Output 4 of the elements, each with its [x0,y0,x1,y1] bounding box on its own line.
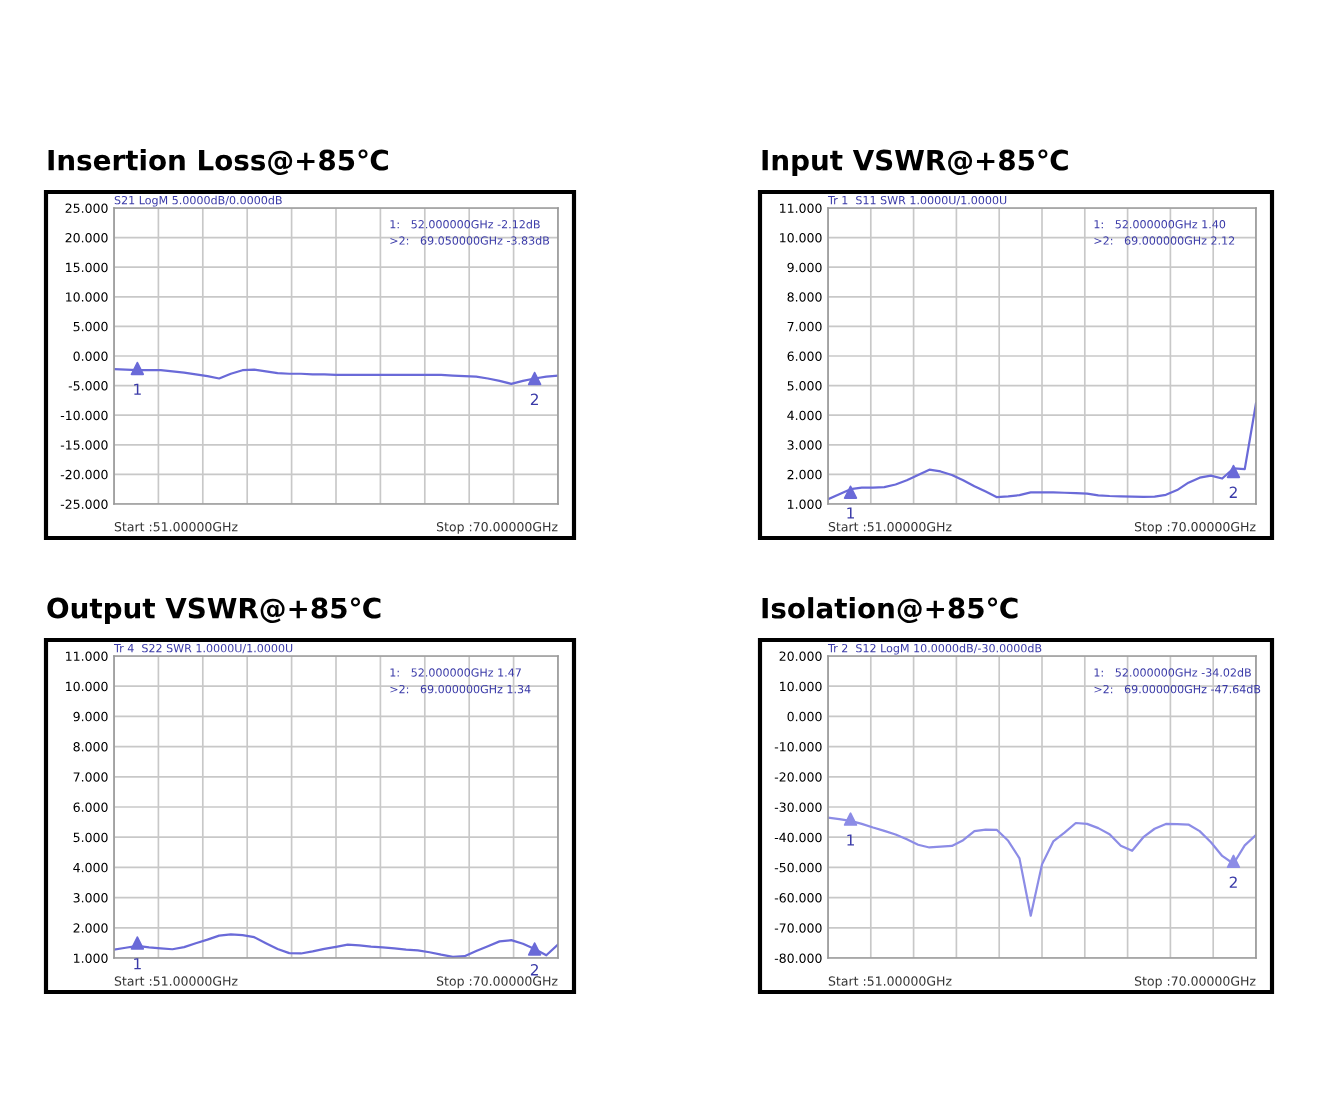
chart-title: Output VSWR@+85℃ [47,597,381,624]
chart-title: Input VSWR@+85℃ [762,149,1068,176]
chart-title: Isolation@+85℃ [762,597,1018,624]
chart-title: Insertion Loss@+85℃ [48,149,388,176]
